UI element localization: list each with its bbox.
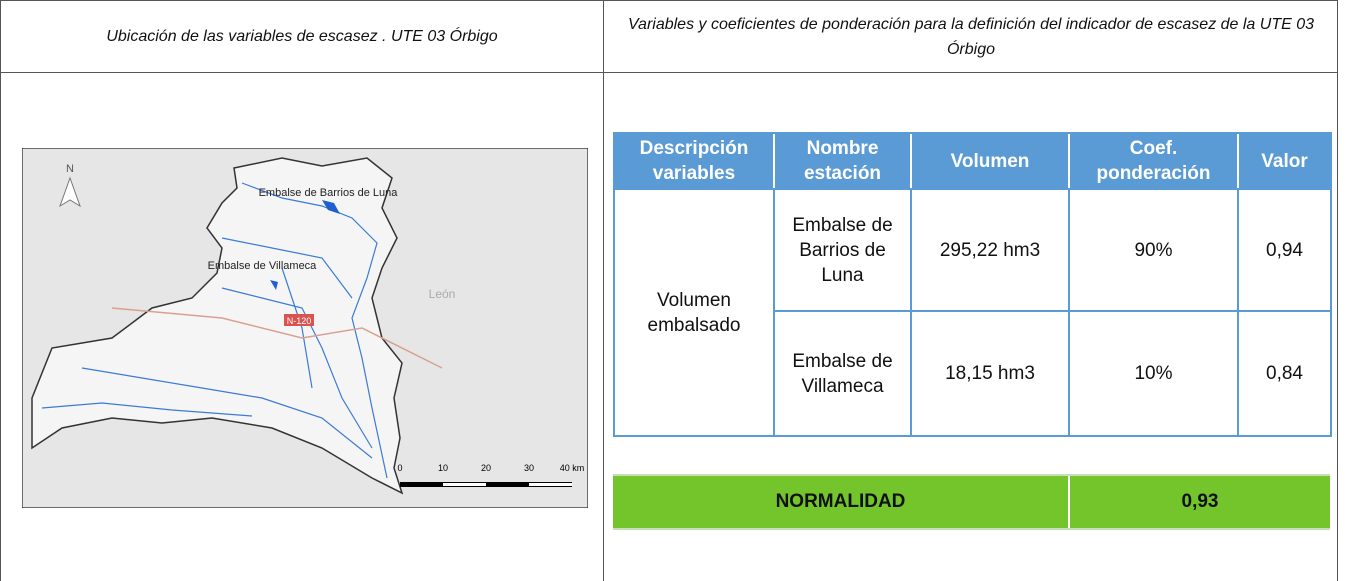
cell: Embalse de Villameca [773, 310, 912, 437]
header-cell: Volumen [910, 132, 1069, 190]
variables-table: Descripción variables Nombre estación Vo… [613, 132, 1332, 437]
map-label: Embalse de Villameca [208, 260, 318, 272]
cell: 0,94 [1237, 188, 1332, 312]
map-label: N-120 [287, 316, 312, 326]
cell: Volumen embalsado [613, 188, 775, 437]
frame-left [0, 0, 1, 581]
cell: 10% [1068, 310, 1239, 437]
frame-top [0, 0, 1338, 1]
cell: Embalse de Barrios de Luna [773, 188, 912, 312]
summary-value: 0,93 [1181, 491, 1219, 512]
cell: 90% [1068, 188, 1239, 312]
cell: 18,15 hm3 [910, 310, 1070, 437]
frame-right [1337, 0, 1338, 581]
scale-label: 0 [397, 463, 402, 473]
right-header: Variables y coeficientes de ponderación … [627, 15, 1315, 58]
scale-label: 30 [524, 463, 534, 473]
frame-mid [603, 0, 604, 581]
summary-bar: NORMALIDAD 0,93 [613, 474, 1330, 530]
scale-label: 20 [481, 463, 491, 473]
header-cell: Descripción variables [613, 132, 774, 190]
header-cell: Nombre estación [773, 132, 911, 190]
left-header: Ubicación de las variables de escasez . … [106, 28, 498, 45]
scale-label: 40 km [560, 463, 585, 473]
cell: 295,22 hm3 [910, 188, 1070, 312]
summary-label: NORMALIDAD [613, 476, 1070, 528]
cell: 0,84 [1237, 310, 1332, 437]
frame-row [0, 72, 1338, 73]
north-label: N [66, 163, 74, 175]
scale-label: 10 [438, 463, 448, 473]
map-label: León [429, 287, 456, 301]
map: N Embalse de Barrios de Luna Embalse de … [22, 148, 588, 508]
map-label: Embalse de Barrios de Luna [259, 187, 399, 199]
header-cell: Coef. ponderación [1068, 132, 1238, 190]
header-cell: Valor [1237, 132, 1332, 190]
